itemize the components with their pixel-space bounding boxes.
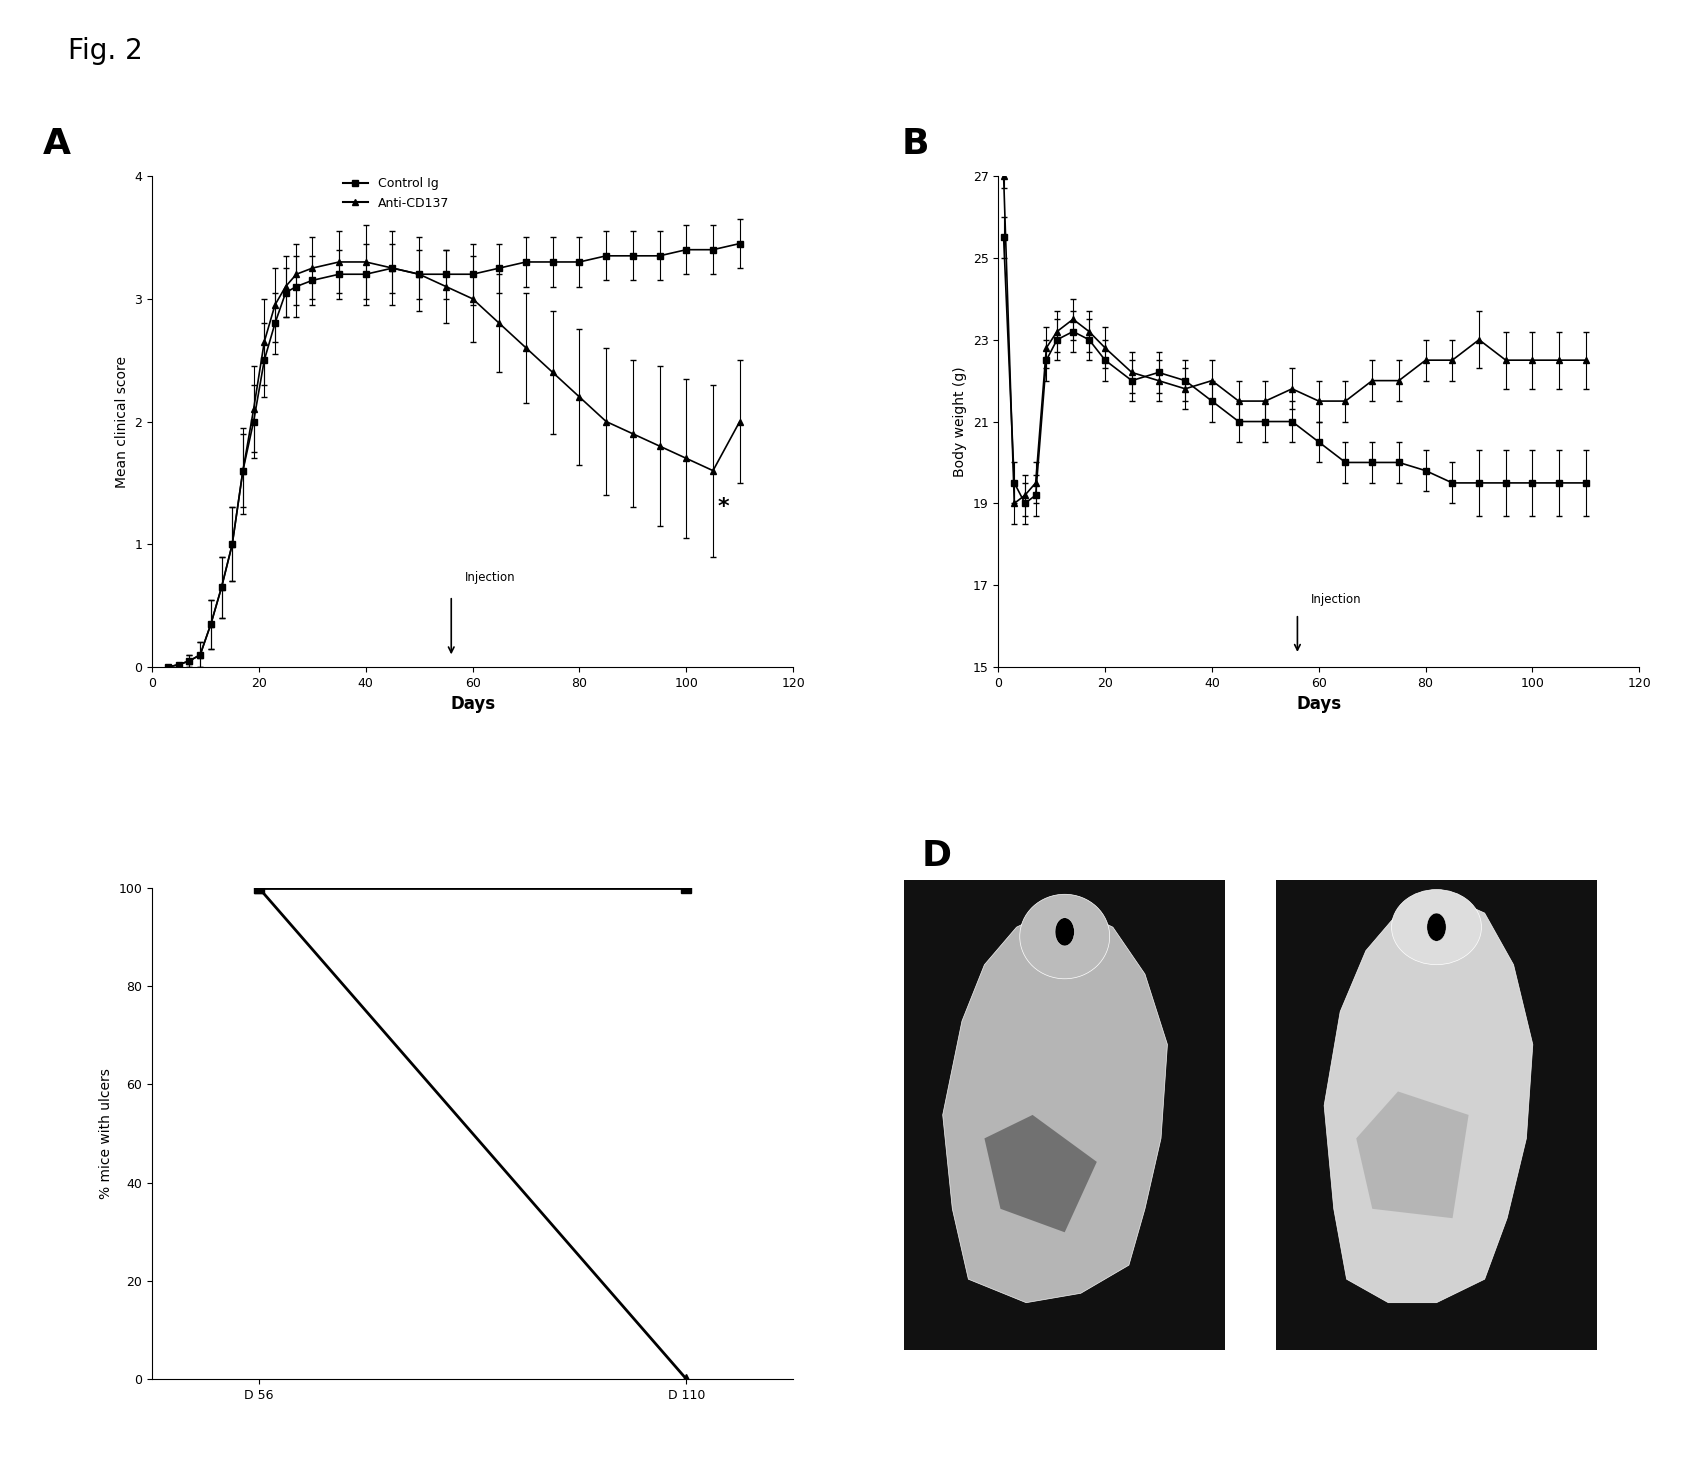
Y-axis label: Mean clinical score: Mean clinical score bbox=[115, 355, 128, 487]
Text: A: A bbox=[44, 128, 71, 161]
Ellipse shape bbox=[1426, 912, 1446, 942]
Y-axis label: % mice with ulcers: % mice with ulcers bbox=[100, 1068, 113, 1199]
Legend: Control Ig, Anti-CD137: Control Ig, Anti-CD137 bbox=[338, 173, 454, 214]
Polygon shape bbox=[985, 1115, 1096, 1232]
Text: B: B bbox=[902, 128, 929, 161]
Polygon shape bbox=[1356, 1091, 1468, 1218]
Ellipse shape bbox=[1054, 918, 1074, 946]
X-axis label: Days: Days bbox=[449, 695, 495, 713]
Text: D: D bbox=[921, 839, 951, 873]
Ellipse shape bbox=[1390, 889, 1481, 965]
X-axis label: Days: Days bbox=[1295, 695, 1341, 713]
Ellipse shape bbox=[1018, 895, 1110, 978]
Text: Fig. 2: Fig. 2 bbox=[68, 37, 142, 65]
Text: Control Ig: Control Ig bbox=[1100, 902, 1191, 921]
Polygon shape bbox=[942, 904, 1167, 1303]
Text: Injection: Injection bbox=[464, 571, 515, 584]
Text: *: * bbox=[718, 497, 730, 518]
Text: Injection: Injection bbox=[1311, 593, 1361, 606]
Text: Anti-CD137: Anti-CD137 bbox=[1412, 902, 1518, 921]
Polygon shape bbox=[1324, 895, 1532, 1303]
Y-axis label: Body weight (g): Body weight (g) bbox=[953, 367, 966, 477]
